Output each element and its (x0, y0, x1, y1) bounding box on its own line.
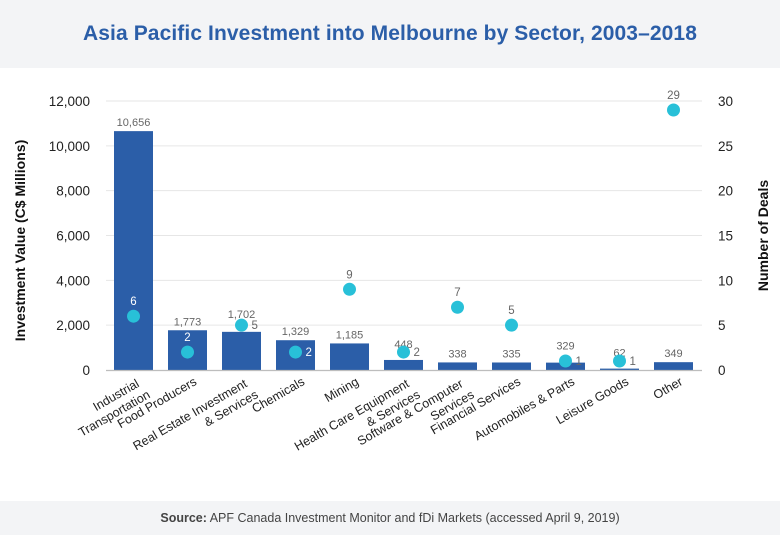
deal-count-label: 9 (346, 269, 352, 281)
bar-value-label: 1,773 (174, 316, 202, 328)
bar (438, 362, 477, 370)
bar (654, 362, 693, 370)
bar (384, 359, 423, 370)
y-axis-title: Investment Value (C$ Millions) (12, 140, 28, 342)
y2-tick-label: 10 (718, 273, 733, 288)
deal-count-label: 29 (667, 90, 680, 102)
bar-value-label: 329 (556, 341, 574, 353)
deal-count-label: 1 (576, 356, 582, 368)
bar-value-label: 338 (448, 348, 466, 360)
y-tick-label: 12,000 (49, 94, 90, 109)
bar-value-label: 349 (664, 348, 682, 360)
y2-axis-title: Number of Deals (755, 180, 771, 291)
deal-dot (127, 309, 140, 323)
y-tick-label: 2,000 (56, 318, 90, 333)
deal-count-label: 6 (130, 296, 136, 308)
deal-dot (505, 318, 518, 332)
chart-title: Asia Pacific Investment into Melbourne b… (83, 22, 697, 45)
source-text: APF Canada Investment Monitor and fDi Ma… (206, 511, 620, 525)
y2-tick-label: 30 (718, 94, 733, 109)
deal-dot (235, 318, 248, 332)
y-tick-label: 0 (82, 363, 90, 378)
bar-value-label: 1,185 (336, 329, 364, 341)
bar-value-label: 1,702 (228, 309, 256, 321)
deal-dot (559, 354, 572, 368)
source-band: Source: APF Canada Investment Monitor an… (0, 501, 780, 535)
deal-count-label: 7 (454, 287, 460, 299)
y-tick-label: 6,000 (56, 229, 90, 244)
bar (492, 362, 531, 370)
source-note: Source: APF Canada Investment Monitor an… (160, 511, 619, 525)
bar (222, 331, 261, 370)
x-tick-label: Mining (322, 374, 361, 405)
x-tick-label-line: Automobiles & Parts (472, 374, 577, 443)
deal-dot (343, 282, 356, 296)
x-tick-label: Automobiles & Parts (472, 374, 577, 443)
deal-dot (451, 300, 464, 314)
x-tick-label: Other (651, 374, 685, 402)
y-tick-label: 10,000 (49, 139, 90, 154)
deal-count-label: 1 (630, 356, 636, 368)
y2-tick-label: 25 (718, 139, 733, 154)
deal-dot (289, 345, 302, 359)
y-tick-label: 8,000 (56, 184, 90, 199)
x-tick-label-line: Chemicals (249, 374, 307, 415)
deal-dot (667, 103, 680, 117)
x-tick-label-line: Other (651, 374, 685, 402)
deal-count-label: 5 (508, 305, 514, 317)
deal-dot (397, 345, 410, 359)
source-prefix: Source: (160, 511, 207, 525)
y-tick-label: 4,000 (56, 273, 90, 288)
bar (330, 343, 369, 370)
deal-count-label: 5 (252, 320, 258, 332)
bar-value-label: 335 (502, 348, 520, 360)
y2-tick-label: 0 (718, 363, 726, 378)
bar-value-label: 1,329 (282, 326, 310, 338)
bar (600, 368, 639, 371)
y2-tick-label: 15 (718, 229, 733, 244)
bar (114, 131, 153, 370)
x-tick-label: Chemicals (249, 374, 307, 415)
deal-dot (181, 345, 194, 359)
title-band: Asia Pacific Investment into Melbourne b… (0, 0, 780, 68)
x-tick-label-line: Mining (322, 374, 361, 405)
deal-count-label: 2 (306, 347, 312, 359)
deal-count-label: 2 (184, 332, 190, 344)
bar-value-label: 10,656 (117, 117, 151, 129)
deal-count-label: 2 (414, 347, 420, 359)
y2-tick-label: 20 (718, 184, 733, 199)
y2-tick-label: 5 (718, 318, 726, 333)
deal-dot (613, 354, 626, 368)
